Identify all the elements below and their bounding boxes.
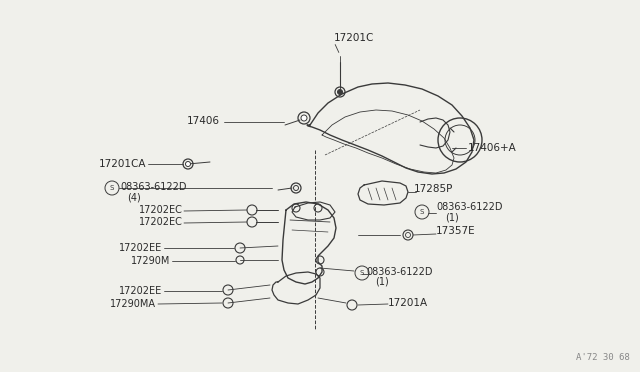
Text: 17285P: 17285P	[414, 184, 453, 194]
Text: 17290MA: 17290MA	[110, 299, 156, 309]
Text: (1): (1)	[445, 212, 459, 222]
Text: A'72 30 68: A'72 30 68	[576, 353, 630, 362]
Text: (1): (1)	[375, 277, 388, 287]
Text: 17202EE: 17202EE	[119, 286, 162, 296]
Text: 17202EC: 17202EC	[139, 217, 183, 227]
Text: 17201CA: 17201CA	[99, 159, 146, 169]
Text: (4): (4)	[127, 192, 141, 202]
Circle shape	[186, 161, 191, 167]
Text: 17202EC: 17202EC	[139, 205, 183, 215]
Circle shape	[337, 90, 342, 94]
Text: 17201C: 17201C	[334, 33, 374, 43]
Text: 17406: 17406	[187, 116, 220, 126]
Text: 08363-6122D: 08363-6122D	[366, 267, 433, 277]
Text: 17201A: 17201A	[388, 298, 428, 308]
Text: S: S	[360, 270, 364, 276]
Text: 17406+A: 17406+A	[468, 143, 516, 153]
Text: 17202EE: 17202EE	[119, 243, 162, 253]
Text: S: S	[110, 185, 114, 191]
Text: 17357E: 17357E	[436, 226, 476, 236]
Text: 08363-6122D: 08363-6122D	[120, 182, 186, 192]
Circle shape	[301, 115, 307, 121]
Text: S: S	[420, 209, 424, 215]
Text: 17290M: 17290M	[131, 256, 170, 266]
Text: 08363-6122D: 08363-6122D	[436, 202, 502, 212]
